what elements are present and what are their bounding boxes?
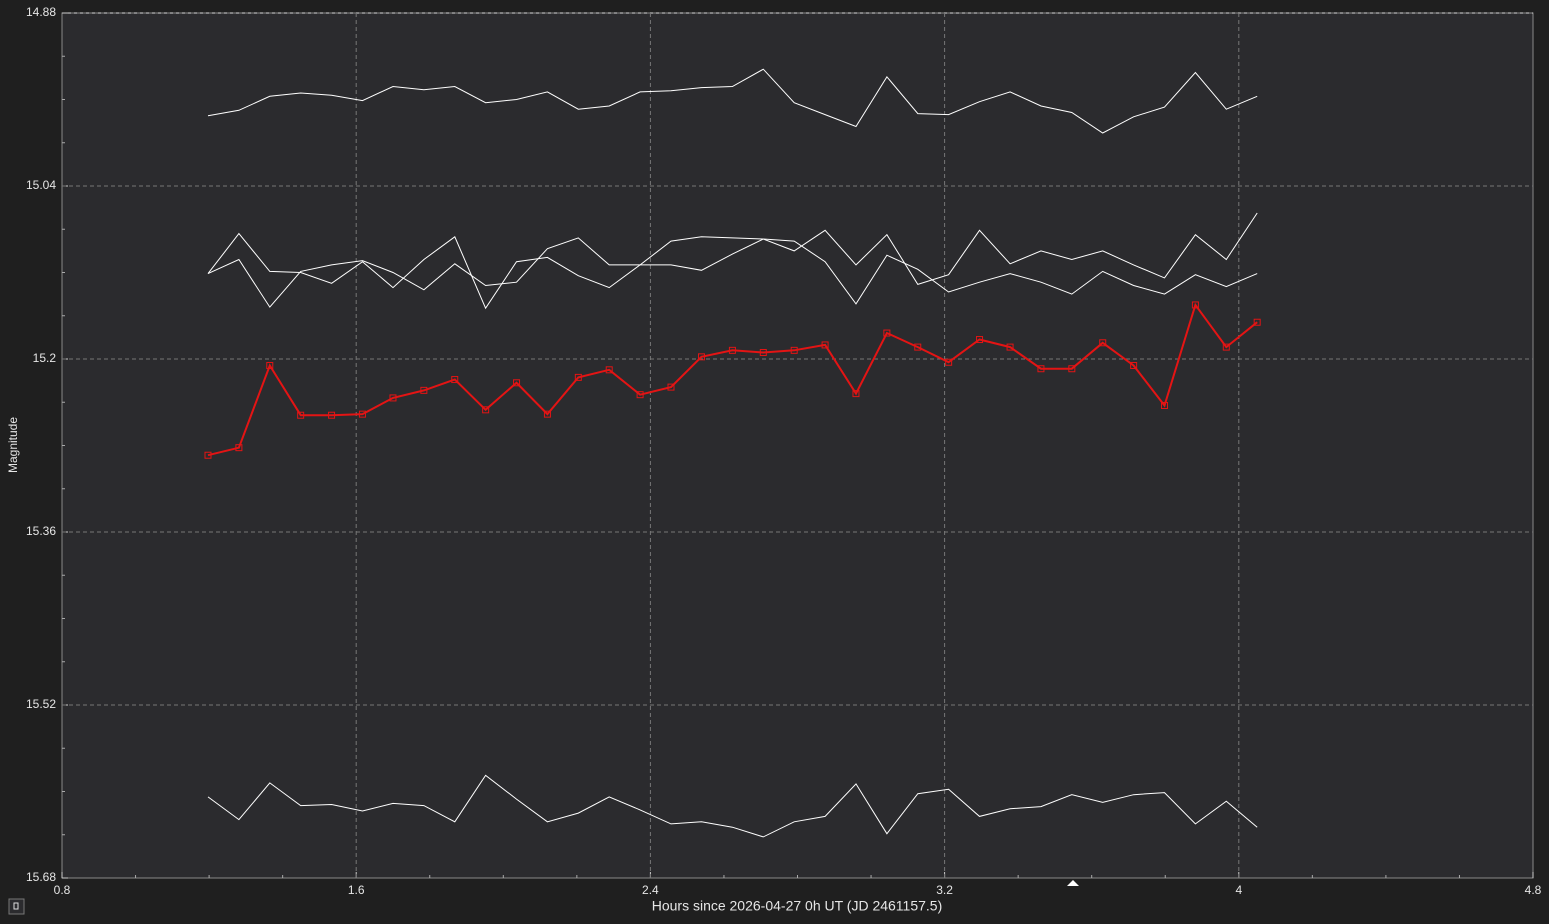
corner-button-icon (13, 902, 19, 910)
point-marker (1130, 361, 1138, 369)
x-axis-label: Hours since 2026-04-27 0h UT (JD 2461157… (652, 898, 943, 914)
point-marker (976, 336, 984, 344)
point-marker (1191, 301, 1199, 309)
point-marker (543, 410, 551, 418)
y-tick-label: 15.68 (26, 870, 56, 884)
x-tick-label: 4 (1235, 883, 1242, 897)
point-marker (821, 341, 829, 349)
point-marker (389, 394, 397, 402)
point-marker (358, 410, 366, 418)
point-marker (574, 373, 582, 381)
x-tick-label: 4.8 (1525, 883, 1542, 897)
point-marker (1222, 343, 1230, 351)
point-marker (235, 444, 243, 452)
point-marker (1037, 365, 1045, 373)
y-tick-label: 15.52 (26, 697, 56, 711)
point-marker (451, 376, 459, 384)
point-marker (1006, 343, 1014, 351)
point-marker (1161, 401, 1169, 409)
cursor-marker[interactable] (1067, 880, 1079, 886)
point-marker (728, 346, 736, 354)
point-marker (297, 411, 305, 419)
point-marker (698, 353, 706, 361)
corner-button[interactable] (8, 898, 25, 915)
point-marker (605, 366, 613, 374)
series-line (207, 212, 1258, 310)
series-line (207, 302, 1258, 457)
series-line (207, 774, 1258, 838)
point-marker (636, 391, 644, 399)
y-tick-label: 14.88 (26, 5, 56, 19)
point-marker (482, 406, 490, 414)
point-marker (883, 329, 891, 337)
y-tick-label: 15.04 (26, 178, 56, 192)
x-tick-label: 3.2 (936, 883, 953, 897)
point-marker (420, 386, 428, 394)
point-marker (1099, 339, 1107, 347)
x-tick-label: 2.4 (642, 883, 659, 897)
point-marker (266, 361, 274, 369)
point-marker (204, 451, 212, 459)
point-marker (513, 379, 521, 387)
y-tick-label: 15.36 (26, 524, 56, 538)
y-axis-label: Magnitude (6, 417, 20, 473)
plot-area (61, 12, 1534, 879)
point-marker (1068, 365, 1076, 373)
x-tick-label: 1.6 (348, 883, 365, 897)
point-marker (790, 346, 798, 354)
point-marker (1253, 318, 1261, 326)
point-marker (328, 411, 336, 419)
point-marker (914, 343, 922, 351)
point-marker (759, 349, 767, 357)
series-line (207, 236, 1258, 308)
x-tick-label: 0.8 (54, 883, 71, 897)
y-tick-label: 15.2 (33, 351, 57, 365)
point-marker (667, 383, 675, 391)
series-line (207, 68, 1258, 134)
point-marker (852, 390, 860, 398)
point-marker (945, 358, 953, 366)
